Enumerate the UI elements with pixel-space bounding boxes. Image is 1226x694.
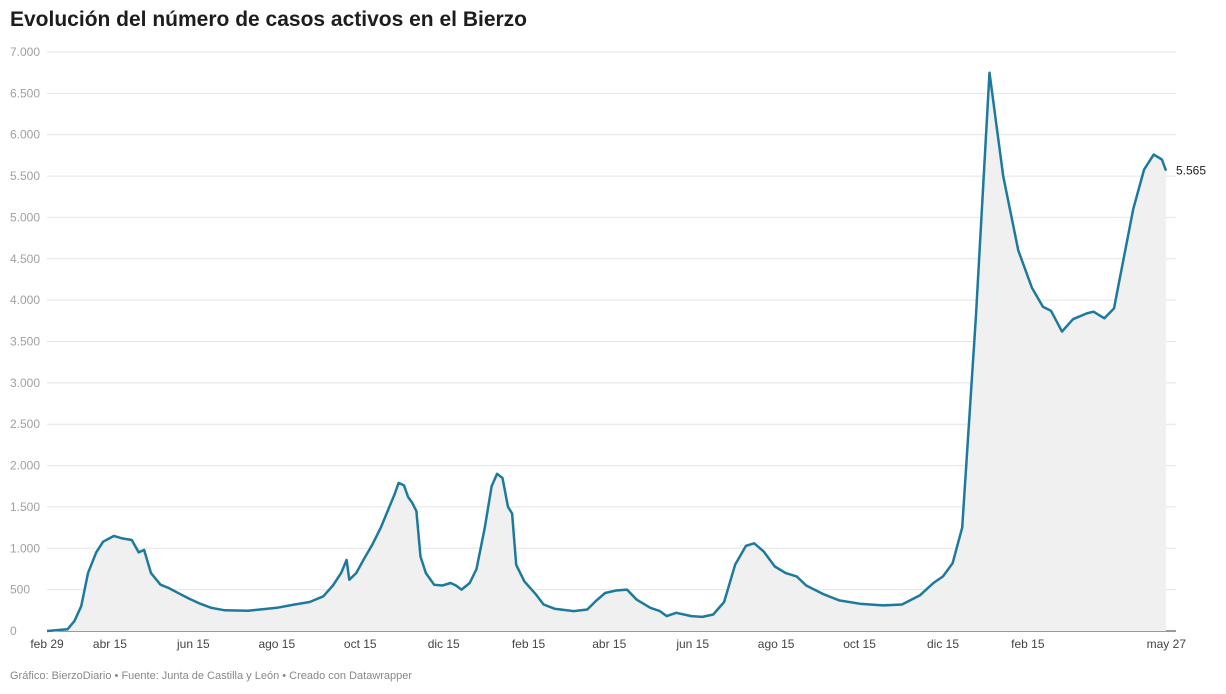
y-tick-label: 2.500 [10,417,40,431]
x-tick-label: jun 15 [675,637,709,651]
x-tick-label: feb 15 [512,637,546,651]
x-tick-label: feb 29 [30,637,64,651]
y-tick-label: 3.000 [10,376,40,390]
y-tick-label: 2.000 [10,459,40,473]
y-tick-label: 1.000 [10,541,40,555]
x-tick-label: dic 15 [428,637,460,651]
y-tick-label: 4.000 [10,293,40,307]
y-tick-label: 6.500 [10,86,40,100]
footer-credit: Gráfico: BierzoDiario • Fuente: Junta de… [10,670,413,682]
x-axis: feb 29 abr 15 jun 15 ago 15 oct 15 dic 15 feb … [30,637,1186,651]
x-tick-label: oct 15 [843,637,876,651]
x-tick-label: may 27 [1147,637,1187,651]
y-tick-label: 3.500 [10,335,40,349]
x-tick-label: oct 15 [344,637,377,651]
y-tick-label: 7.000 [10,45,40,59]
x-tick-label: jun 15 [176,637,210,651]
y-tick-label: 6.000 [10,128,40,142]
x-tick-label: ago 15 [258,637,295,651]
y-axis: 0 500 1.000 1.500 2.000 2.500 3.000 3.500 4.000 4… [10,45,40,638]
y-tick-label: 5.000 [10,210,40,224]
y-tick-label: 4.500 [10,252,40,266]
series-line [46,71,1168,633]
y-tick-label: 0 [10,624,17,638]
end-value-label: 5.565 [1176,164,1206,178]
x-tick-label: dic 15 [927,637,959,651]
area-fill [47,72,1166,631]
x-tick-label: abr 15 [592,637,626,651]
y-tick-label: 5.500 [10,169,40,183]
chart-title: Evolución del número de casos activos en… [10,8,527,31]
y-tick-label: 1.500 [10,500,40,514]
x-tick-label: ago 15 [758,637,795,651]
y-tick-label: 500 [10,583,30,597]
x-tick-label: abr 15 [93,637,127,651]
x-tick-label: feb 15 [1011,637,1045,651]
